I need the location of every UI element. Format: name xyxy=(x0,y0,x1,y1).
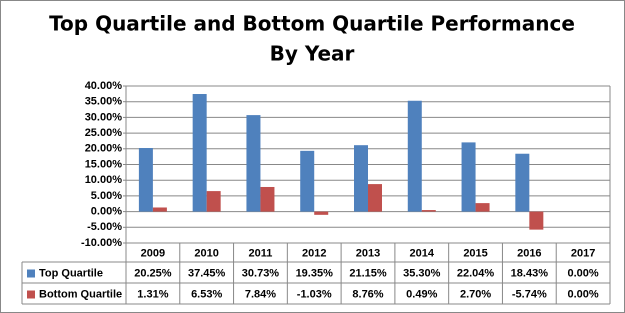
x-tick-label: 2011 xyxy=(249,247,273,259)
chart-title: Top Quartile and Bottom Quartile Perform… xyxy=(49,12,575,36)
bar xyxy=(300,150,315,212)
table-value: -1.03% xyxy=(297,288,332,300)
table-value: 37.45% xyxy=(188,267,226,279)
x-tick-label: 2009 xyxy=(141,247,165,259)
table-value: 18.43% xyxy=(511,267,549,279)
bar xyxy=(206,191,221,212)
bar xyxy=(407,100,422,212)
table-value: 8.76% xyxy=(352,288,383,300)
legend-key xyxy=(27,269,35,278)
bar xyxy=(529,211,544,230)
bar xyxy=(475,203,490,212)
y-tick-label: 5.00% xyxy=(91,190,122,202)
table-value: 22.04% xyxy=(457,267,495,279)
table-value: 19.35% xyxy=(296,267,334,279)
bar xyxy=(246,115,261,212)
table-value: 0.00% xyxy=(568,267,599,279)
x-tick-label: 2012 xyxy=(302,247,326,259)
legend-label: Top Quartile xyxy=(39,267,103,279)
table-value: 7.84% xyxy=(245,288,276,300)
table-value: -5.74% xyxy=(512,288,547,300)
y-tick-label: 15.00% xyxy=(85,158,123,170)
x-tick-label: 2014 xyxy=(410,247,435,259)
y-tick-label: 20.00% xyxy=(85,143,123,155)
y-tick-label: 0.00% xyxy=(91,206,122,218)
bar xyxy=(515,153,530,212)
y-tick-label: -10.00% xyxy=(81,237,122,249)
table-value: 35.30% xyxy=(403,267,441,279)
bar xyxy=(138,148,153,212)
bar xyxy=(421,210,436,212)
bar xyxy=(152,207,167,212)
legend-key xyxy=(27,290,35,299)
bar xyxy=(314,211,329,215)
x-tick-label: 2015 xyxy=(463,247,487,259)
bar xyxy=(260,186,275,212)
y-tick-label: 10.00% xyxy=(85,174,123,186)
table-value: 1.31% xyxy=(137,288,168,300)
x-tick-label: 2013 xyxy=(356,247,380,259)
table-value: 0.49% xyxy=(406,288,437,300)
bar xyxy=(461,142,476,212)
chart-title: By Year xyxy=(270,42,355,66)
legend-label: Bottom Quartile xyxy=(39,288,122,300)
x-tick-label: 2010 xyxy=(194,247,218,259)
bar xyxy=(192,94,207,212)
bar xyxy=(354,145,368,212)
y-tick-label: 25.00% xyxy=(85,127,123,139)
bar xyxy=(368,184,382,212)
y-tick-label: -5.00% xyxy=(87,221,122,233)
table-value: 21.15% xyxy=(349,267,387,279)
y-tick-label: 35.00% xyxy=(85,96,123,108)
x-tick-label: 2017 xyxy=(571,247,595,259)
table-value: 20.25% xyxy=(134,267,172,279)
y-tick-label: 30.00% xyxy=(85,111,123,123)
table-value: 0.00% xyxy=(568,288,599,300)
x-tick-label: 2016 xyxy=(517,247,541,259)
table-value: 2.70% xyxy=(460,288,491,300)
table-value: 30.73% xyxy=(242,267,280,279)
y-tick-label: 40.00% xyxy=(85,80,123,92)
table-value: 6.53% xyxy=(191,288,222,300)
